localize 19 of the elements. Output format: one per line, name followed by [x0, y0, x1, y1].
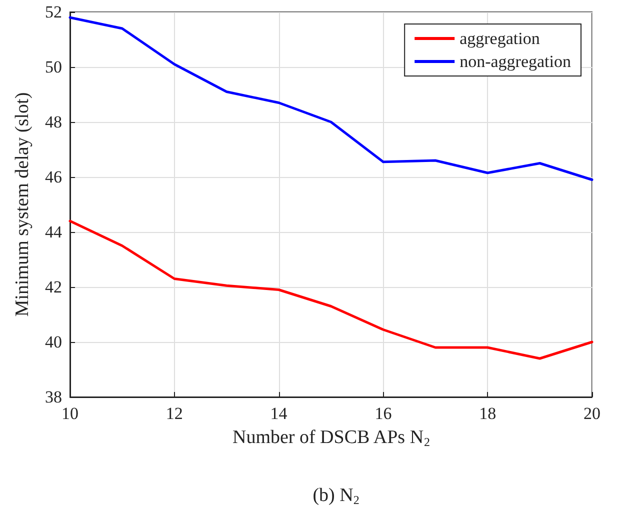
- y-axis-title: Minimum system delay (slot): [12, 92, 33, 317]
- y-tick-label: 42: [45, 278, 62, 296]
- y-tick-label: 38: [45, 388, 62, 406]
- y-tick-label: 52: [45, 2, 62, 22]
- x-tick-label: 10: [62, 404, 78, 423]
- x-tick-label: 12: [166, 404, 183, 423]
- line-series: [68, 220, 594, 360]
- y-tick-label: 40: [45, 332, 62, 352]
- line-series: [68, 16, 594, 181]
- legend-label: non-aggregation: [460, 52, 572, 71]
- x-tick-label: 16: [374, 404, 392, 423]
- y-tick-label: 46: [45, 168, 62, 186]
- x-tick-label: 18: [479, 404, 496, 423]
- y-tick-label: 50: [45, 58, 62, 76]
- y-tick-label: 48: [45, 112, 62, 132]
- x-tick-label: 20: [584, 404, 600, 423]
- y-tick-label: 44: [45, 222, 62, 242]
- x-tick-label: 14: [270, 404, 288, 423]
- legend-label: aggregation: [460, 29, 540, 48]
